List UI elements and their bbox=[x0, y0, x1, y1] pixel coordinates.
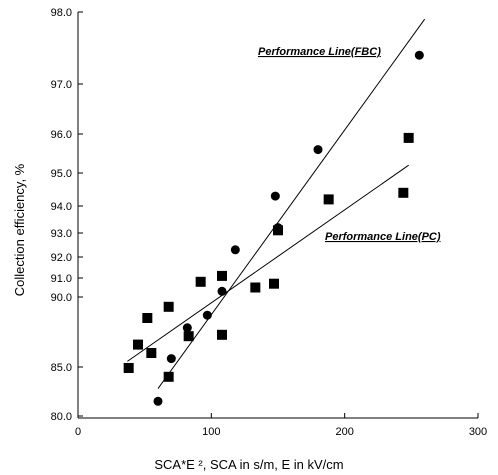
y-tick-label: 92.0 bbox=[51, 252, 72, 264]
data-point-square bbox=[163, 301, 174, 312]
data-point-square bbox=[146, 348, 157, 358]
y-tick-label: 95.0 bbox=[51, 168, 72, 180]
x-tick-label: 0 bbox=[75, 426, 81, 438]
data-point-circle bbox=[230, 245, 240, 255]
y-tick-label: 91.0 bbox=[51, 273, 72, 285]
data-point-square bbox=[142, 313, 153, 323]
data-point-square bbox=[398, 187, 409, 198]
data-point-square bbox=[403, 132, 414, 143]
data-point-square bbox=[269, 278, 279, 289]
data-point-square bbox=[273, 225, 283, 236]
data-points bbox=[123, 50, 424, 406]
data-point-square bbox=[217, 329, 227, 340]
data-point-square bbox=[250, 282, 261, 293]
y-tick-label: 98.0 bbox=[51, 7, 72, 19]
plot-axes bbox=[77, 12, 478, 419]
y-axis-ticks: 80.0 85.0 90.0 91.0 92.0 93.0 94.0 95.0 96.0 97.0… bbox=[51, 7, 83, 423]
annotation-performance-line-pc: Performance Line(PC) bbox=[325, 231, 441, 243]
data-point-square bbox=[163, 371, 174, 382]
y-tick-label: 80.0 bbox=[51, 411, 72, 423]
y-tick-label: 93.0 bbox=[51, 228, 72, 240]
y-tick-label: 85.0 bbox=[51, 362, 72, 374]
x-tick-label: 200 bbox=[335, 426, 353, 438]
data-point-square bbox=[323, 194, 334, 205]
x-axis-ticks: 0 100 200 300 bbox=[75, 413, 487, 438]
data-point-square bbox=[217, 270, 227, 281]
performance-lines bbox=[127, 18, 426, 389]
performance-line-fbc bbox=[157, 18, 426, 389]
data-point-circle bbox=[202, 310, 212, 320]
data-point-square bbox=[195, 276, 206, 287]
y-tick-label: 96.0 bbox=[51, 129, 72, 141]
x-tick-label: 300 bbox=[469, 426, 487, 438]
data-point-square bbox=[133, 339, 143, 350]
data-point-circle bbox=[414, 50, 424, 60]
y-tick-label: 90.0 bbox=[51, 292, 72, 304]
x-axis-title: SCA*E ², SCA in s/m, E in kV/cm bbox=[154, 457, 343, 472]
y-tick-label: 94.0 bbox=[51, 201, 72, 213]
x-tick-label: 100 bbox=[202, 426, 220, 438]
data-point-circle bbox=[217, 286, 227, 296]
annotation-performance-line-fbc: Performance Line(FBC) bbox=[258, 46, 381, 58]
performance-line-pc bbox=[127, 164, 409, 362]
y-tick-label: 97.0 bbox=[51, 79, 72, 91]
data-point-circle bbox=[153, 396, 163, 406]
data-point-square bbox=[123, 362, 134, 373]
y-axis-title: Collection efficiency, % bbox=[12, 163, 27, 296]
data-point-square bbox=[183, 331, 194, 342]
data-point-circle bbox=[270, 191, 280, 201]
data-point-circle bbox=[166, 354, 176, 364]
data-point-circle bbox=[182, 323, 192, 333]
data-point-circle bbox=[313, 145, 323, 155]
